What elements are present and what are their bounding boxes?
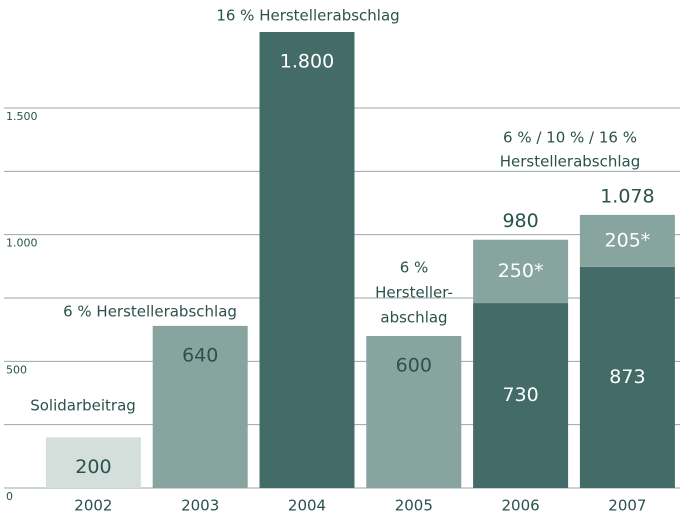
bar xyxy=(473,303,569,488)
bar xyxy=(579,266,675,488)
y-tick-label: 1.000 xyxy=(6,237,38,250)
annotation: abschlag xyxy=(380,309,447,327)
annotation: 6 % xyxy=(400,259,429,277)
value-label: 200 xyxy=(75,456,111,478)
annotation: Solidarbeitrag xyxy=(30,397,136,415)
total-label: 980 xyxy=(502,210,538,232)
bar xyxy=(473,239,569,304)
x-tick-label: 2004 xyxy=(288,497,326,515)
annotation: Herstellerabschlag xyxy=(500,153,641,171)
y-tick-label: 1.500 xyxy=(6,110,38,123)
bar xyxy=(45,437,141,488)
x-tick-label: 2005 xyxy=(395,497,433,515)
x-tick-label: 2002 xyxy=(74,497,112,515)
value-label: 730 xyxy=(502,384,538,406)
value-label: 873 xyxy=(609,366,645,388)
bar xyxy=(259,32,355,488)
x-tick-label: 2003 xyxy=(181,497,219,515)
y-tick-label: 500 xyxy=(6,363,27,376)
value-label: 250* xyxy=(498,260,544,282)
annotation: 16 % Herstellerabschlag xyxy=(216,7,399,25)
value-label: 640 xyxy=(182,344,218,366)
value-label: 205* xyxy=(605,229,651,251)
x-tick-label: 2007 xyxy=(608,497,646,515)
bar xyxy=(579,214,675,267)
value-label: 600 xyxy=(396,355,432,377)
annotation: 6 % / 10 % / 16 % xyxy=(503,129,637,147)
annotation: Hersteller- xyxy=(375,284,453,302)
x-tick-label: 2006 xyxy=(502,497,540,515)
total-label: 1.078 xyxy=(600,185,654,207)
annotation: 6 % Herstellerabschlag xyxy=(63,303,237,321)
bar xyxy=(366,336,462,488)
value-label: 1.800 xyxy=(280,51,334,73)
bar xyxy=(152,325,248,488)
y-tick-label: 0 xyxy=(6,490,13,503)
